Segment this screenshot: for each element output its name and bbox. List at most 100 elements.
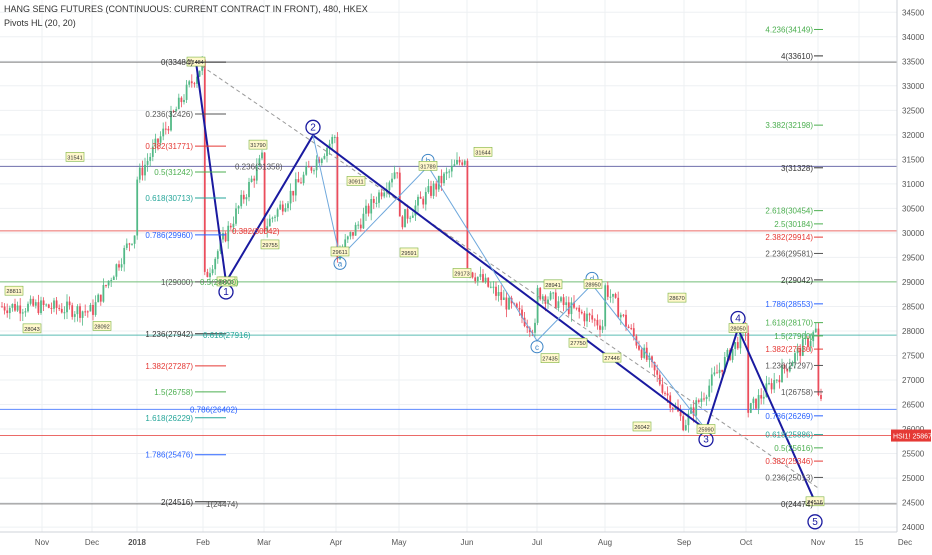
candle-body	[307, 166, 310, 168]
candle-body	[6, 310, 9, 314]
fib-left-label: 0(33484)	[161, 58, 193, 67]
candle-body	[736, 342, 739, 349]
candle-body	[794, 353, 796, 363]
candle-body	[443, 173, 445, 184]
candle-body	[60, 308, 63, 313]
candle-body	[141, 167, 144, 176]
candle-body	[463, 160, 466, 165]
candle-body	[791, 362, 794, 367]
candle-body	[362, 213, 365, 229]
candle-body	[89, 304, 92, 312]
sub-wave-line	[312, 135, 707, 430]
fib-mid-label: 0.5(29000)	[200, 278, 239, 287]
candle-body	[596, 319, 599, 326]
candle-body	[393, 172, 396, 179]
sub-wave-marker	[333, 256, 347, 270]
fib-right-label: 3.382(32198)	[765, 121, 813, 130]
candle-body	[209, 273, 211, 278]
pivot-label: 29173	[454, 271, 470, 277]
pivot-label: 31644	[475, 150, 491, 156]
pivot-label: 29755	[262, 243, 278, 249]
candle-body	[695, 400, 698, 416]
x-tick-label: Jul	[532, 538, 542, 547]
candle-body	[276, 209, 279, 217]
candle-body	[536, 287, 539, 323]
pivot-label-box	[632, 421, 652, 432]
price-tag-label: HSI1! 25867	[893, 434, 932, 441]
candle-body	[310, 167, 313, 171]
fib-mid-label: 0.236(31358)	[235, 162, 283, 171]
candle-body	[708, 385, 711, 397]
candle-body	[55, 300, 58, 308]
pivot-label-box	[667, 292, 687, 303]
candle-body	[281, 204, 284, 212]
pivot-label-box	[92, 321, 112, 331]
pivot-label-box	[568, 337, 588, 348]
candle-body	[461, 162, 464, 165]
candle-body	[541, 296, 544, 300]
candle-body	[128, 243, 131, 245]
candle-body	[58, 307, 61, 309]
x-tick-label: Nov	[811, 538, 825, 547]
chart-title: HANG SENG FUTURES (CONTINUOUS: CURRENT C…	[4, 4, 368, 14]
pivot-label: 29000	[218, 280, 234, 286]
candle-body	[432, 183, 435, 196]
candle-body	[427, 186, 430, 192]
pivot-label: 25990	[698, 428, 714, 434]
candle-body	[3, 306, 6, 311]
candle-body	[799, 347, 802, 356]
price-tag[interactable]	[891, 429, 931, 442]
x-tick-label: Mar	[257, 538, 271, 547]
candle-body	[146, 160, 149, 165]
candle-body	[27, 303, 29, 312]
y-tick-label: 32000	[902, 131, 925, 140]
pivot-label: 28941	[545, 283, 561, 289]
pivot-label-box	[65, 152, 85, 162]
candle-body	[378, 192, 380, 203]
pivot-label: 28050	[730, 327, 746, 333]
candle-body	[245, 197, 248, 200]
candle-body	[474, 277, 477, 282]
candle-body	[747, 333, 750, 413]
candle-body	[515, 303, 518, 308]
candle-body	[183, 99, 185, 103]
fib-mid-label: 0.618(27916)	[203, 331, 251, 340]
candle-body	[313, 170, 315, 172]
candle-body	[627, 326, 630, 329]
pivot-label: 29611	[332, 250, 347, 256]
y-tick-label: 27500	[902, 351, 925, 360]
candle-body	[604, 285, 607, 327]
candle-body	[211, 269, 214, 274]
candle-body	[388, 182, 391, 191]
y-tick-label: 27000	[902, 376, 925, 385]
fib-left-label: 1.618(26229)	[145, 414, 193, 423]
candle-body	[157, 138, 159, 143]
candle-body	[203, 59, 206, 272]
candle-body	[578, 307, 581, 312]
candle-body	[297, 179, 300, 183]
x-tick-label: Aug	[598, 538, 612, 547]
y-tick-label: 29000	[902, 278, 925, 287]
fib-right-label: 0.236(25013)	[765, 473, 813, 482]
candle-body	[570, 302, 573, 315]
candle-body	[495, 286, 497, 296]
candle-body	[762, 396, 765, 399]
candle-body	[248, 181, 250, 198]
candle-body	[684, 425, 687, 431]
fib-right-label: 1.236(27297)	[765, 361, 813, 370]
candle-body	[726, 349, 729, 357]
x-tick-label: May	[391, 538, 406, 547]
candle-body	[575, 307, 578, 309]
candle-body	[131, 243, 133, 245]
candle-body	[692, 407, 695, 416]
candle-body	[94, 302, 97, 315]
candle-body	[255, 165, 258, 181]
pivot-label: 28092	[94, 324, 110, 330]
wave-marker	[807, 514, 823, 530]
candle-body	[125, 243, 128, 248]
candle-body	[294, 179, 297, 196]
candle-body	[586, 313, 588, 322]
candle-body	[492, 286, 495, 288]
